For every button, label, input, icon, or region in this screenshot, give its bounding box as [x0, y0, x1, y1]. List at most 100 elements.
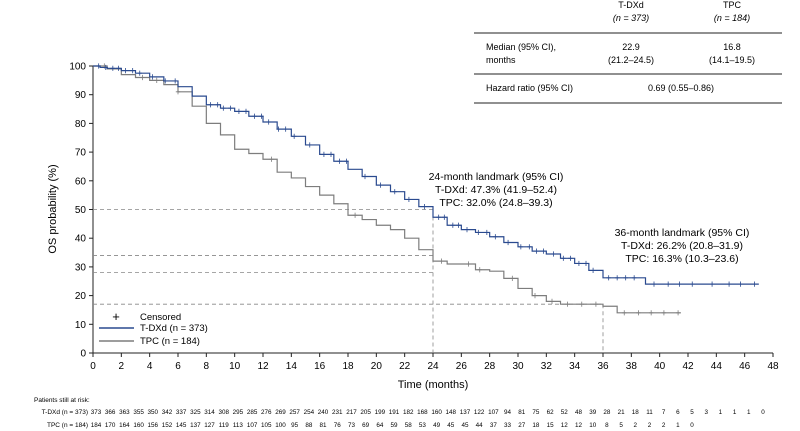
legend: + Censored T-DXd (n = 373) TPC (n = 184) — [99, 309, 208, 347]
x-tick-label: 26 — [456, 361, 468, 372]
censor-mark — [518, 244, 524, 250]
risk-value: 15 — [547, 422, 555, 429]
risk-value: 12 — [575, 422, 583, 429]
risk-value: 137 — [190, 422, 201, 429]
risk-value: 88 — [305, 422, 313, 429]
censor-mark — [579, 301, 584, 307]
risk-value: 137 — [460, 409, 471, 416]
risk-value: 94 — [504, 409, 512, 416]
risk-value: 285 — [247, 409, 258, 416]
y-tick-label: 0 — [80, 349, 86, 360]
censor-mark — [140, 74, 145, 81]
summary-row1-col2: 16.8 — [723, 42, 741, 52]
censor-mark — [456, 222, 461, 228]
risk-value: 160 — [431, 409, 442, 416]
risk-value: 1 — [676, 422, 680, 429]
y-tick-label: 50 — [75, 205, 87, 216]
summary-row1-label-cont: months — [486, 55, 516, 65]
x-tick-label: 18 — [342, 361, 354, 372]
legend-censored-symbol: + — [112, 309, 120, 324]
risk-value: 2 — [648, 422, 652, 429]
censor-mark — [208, 102, 213, 108]
censor-mark — [493, 234, 498, 240]
risk-value: 62 — [547, 409, 555, 416]
risk-value: 366 — [105, 409, 116, 416]
risk-value: 240 — [318, 409, 329, 416]
censor-mark — [476, 229, 481, 236]
risk-value: 191 — [389, 409, 400, 416]
censor-mark — [110, 65, 116, 71]
x-tick-label: 32 — [541, 361, 553, 372]
censor-mark — [259, 113, 264, 119]
risk-value: 231 — [332, 409, 343, 416]
censor-mark — [266, 119, 271, 125]
risk-value: 184 — [91, 422, 102, 429]
censor-mark — [568, 255, 573, 261]
censor-mark — [551, 251, 556, 257]
risk-value: 39 — [589, 409, 597, 416]
risk-value: 81 — [518, 409, 526, 416]
risk-value: 363 — [119, 409, 130, 416]
y-tick-label: 100 — [69, 62, 86, 73]
risk-value: 18 — [632, 409, 640, 416]
risk-value: 337 — [176, 409, 187, 416]
x-tick-label: 4 — [147, 361, 153, 372]
risk-value: 10 — [589, 422, 597, 429]
censor-mark — [243, 108, 249, 114]
risk-value: 81 — [320, 422, 328, 429]
censor-mark — [541, 248, 546, 254]
survival-curves — [93, 63, 759, 316]
censor-mark — [221, 105, 226, 111]
censor-mark — [439, 258, 444, 264]
risk-value: 152 — [162, 422, 173, 429]
risk-value: 45 — [447, 422, 455, 429]
y-tick-label: 30 — [75, 262, 87, 273]
risk-value: 69 — [362, 422, 370, 429]
risk-value: 342 — [162, 409, 173, 416]
risk-value: 182 — [403, 409, 414, 416]
censor-mark — [130, 67, 135, 74]
censor-mark — [590, 267, 596, 273]
landmark-36-tdxd: T-DXd: 26.2% (20.8–31.9) — [621, 240, 743, 252]
risk-value: 107 — [488, 409, 499, 416]
landmark-24-tpc: TPC: 32.0% (24.8–39.3) — [439, 197, 552, 209]
risk-value: 145 — [176, 422, 187, 429]
censor-mark — [378, 182, 383, 188]
summary-row1-label: Median (95% CI), — [486, 42, 556, 52]
landmark-24-title: 24-month landmark (95% CI) — [429, 171, 564, 183]
y-axis-label: OS probability (%) — [47, 164, 59, 253]
risk-value: 7 — [662, 409, 666, 416]
risk-value: 21 — [618, 409, 626, 416]
y-tick-label: 10 — [75, 320, 87, 331]
censor-mark — [252, 113, 257, 119]
censor-mark — [337, 158, 342, 164]
censor-mark — [344, 158, 349, 164]
y-axis-ticks: 0 10 20 30 40 50 60 70 80 90 100 — [69, 62, 93, 360]
censor-mark — [726, 281, 732, 287]
risk-value: 325 — [190, 409, 201, 416]
x-tick-label: 20 — [371, 361, 383, 372]
censor-mark — [236, 108, 242, 114]
censor-mark — [527, 244, 532, 250]
censor-mark — [436, 214, 441, 220]
censor-mark — [154, 77, 159, 83]
censor-mark — [484, 229, 490, 236]
risk-value: 269 — [275, 409, 286, 416]
landmark-36-title: 36-month landmark (95% CI) — [615, 227, 750, 239]
x-tick-label: 48 — [767, 361, 779, 372]
censor-mark — [228, 105, 233, 111]
censor-mark — [442, 214, 447, 220]
censor-mark — [561, 255, 566, 261]
risk-value: 1 — [747, 409, 751, 416]
risk-value: 156 — [148, 422, 159, 429]
x-tick-label: 16 — [314, 361, 326, 372]
risk-value: 2 — [662, 422, 666, 429]
censor-mark — [123, 67, 128, 74]
censor-mark — [137, 70, 142, 76]
censor-mark — [352, 212, 358, 218]
censor-mark — [623, 275, 628, 281]
risk-value: 314 — [204, 409, 215, 416]
censor-mark — [636, 310, 641, 316]
risk-value: 0 — [761, 409, 765, 416]
